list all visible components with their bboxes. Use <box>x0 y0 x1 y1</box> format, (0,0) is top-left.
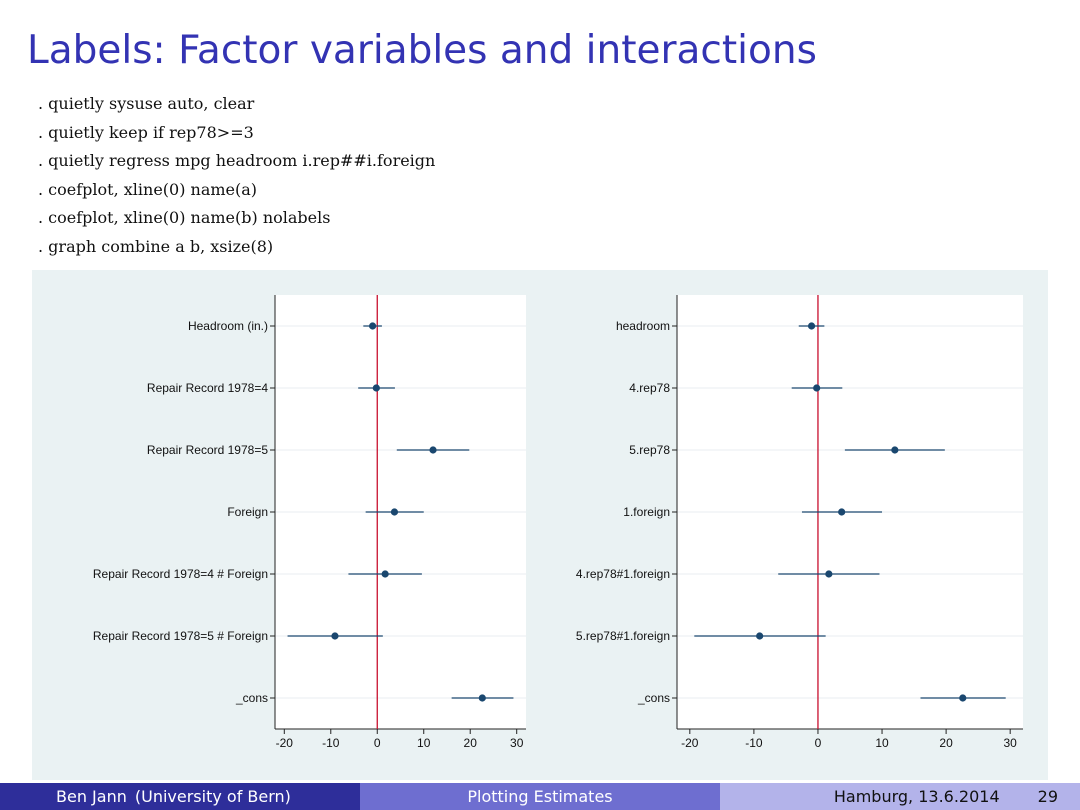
estimate-point <box>807 322 816 330</box>
footer-place-date: Hamburg, 13.6.2014 <box>833 787 1000 806</box>
code-line: . quietly keep if rep78>=3 <box>38 122 254 142</box>
estimate-point <box>825 570 833 578</box>
footer-bar: Ben Jann (University of Bern) Plotting E… <box>0 783 1080 810</box>
x-tick-label: 20 <box>939 736 953 750</box>
x-tick-label: -10 <box>322 736 340 750</box>
y-category-label: Foreign <box>227 505 268 519</box>
estimate-point <box>756 632 764 640</box>
footer-affiliation: (University of Bern) <box>134 787 291 806</box>
code-line: . graph combine a b, xsize(8) <box>38 236 274 256</box>
estimate-point <box>959 694 967 702</box>
y-category-label: 1.foreign <box>623 505 670 519</box>
x-tick-label: 10 <box>417 736 431 750</box>
estimate-point <box>838 508 846 516</box>
estimate-point <box>429 446 437 454</box>
estimate-point <box>331 632 339 640</box>
estimate-point <box>372 384 380 392</box>
y-category-label: _cons <box>637 691 670 705</box>
footer-talk-title-text: Plotting Estimates <box>467 787 613 806</box>
x-tick-label: -20 <box>276 736 294 750</box>
footer-author-section: Ben Jann (University of Bern) <box>0 783 360 810</box>
combined-graph-panel: -20 -10 0 10 20 30 Headroom (in.) Repair Record… <box>32 270 1048 780</box>
x-tick-label: 0 <box>815 736 822 750</box>
y-category-label: 5.rep78 <box>629 443 670 457</box>
x-tick-label: 30 <box>510 736 524 750</box>
footer-page-number: 29 <box>1037 787 1058 806</box>
y-category-label: headroom <box>616 319 670 333</box>
y-category-label: Repair Record 1978=4 <box>147 381 268 395</box>
code-line: . coefplot, xline(0) name(b) nolabels <box>38 208 331 227</box>
y-category-label: Headroom (in.) <box>188 319 268 333</box>
footer-date-section: Hamburg, 13.6.2014 29 <box>720 783 1080 810</box>
slide-title: Labels: Factor variables and interaction… <box>27 28 817 73</box>
y-category-label: Repair Record 1978=5 # Foreign <box>93 629 268 643</box>
y-category-label: _cons <box>235 691 268 705</box>
code-line: . coefplot, xline(0) name(a) <box>38 179 258 199</box>
coefplot-combined-svg: -20 -10 0 10 20 30 Headroom (in.) Repair Record… <box>93 295 1023 750</box>
x-tick-label: -20 <box>681 736 699 750</box>
estimate-point <box>381 570 389 578</box>
y-category-label: 4.rep78#1.foreign <box>576 567 670 581</box>
code-line: . quietly regress mpg headroom i.rep##i.… <box>38 151 436 170</box>
y-category-label: 4.rep78 <box>629 381 670 395</box>
stata-code-block: . quietly sysuse auto, clear . quietly k… <box>38 92 435 263</box>
x-tick-label: 20 <box>464 736 478 750</box>
code-line: . quietly sysuse auto, clear <box>38 94 255 113</box>
y-category-label: Repair Record 1978=5 <box>147 443 268 457</box>
y-category-label: 5.rep78#1.foreign <box>576 629 670 643</box>
x-tick-label: 0 <box>374 736 381 750</box>
estimate-point <box>390 508 399 516</box>
y-category-label: Repair Record 1978=4 # Foreign <box>93 567 268 581</box>
x-tick-label: -10 <box>745 736 763 750</box>
footer-author: Ben Jann <box>56 787 127 806</box>
estimate-point <box>369 322 377 330</box>
estimate-point <box>813 384 821 392</box>
x-tick-label: 10 <box>875 736 889 750</box>
estimate-point <box>478 694 486 702</box>
footer-talk-title: Plotting Estimates <box>360 783 720 810</box>
x-tick-label: 30 <box>1004 736 1018 750</box>
estimate-point <box>891 446 899 454</box>
